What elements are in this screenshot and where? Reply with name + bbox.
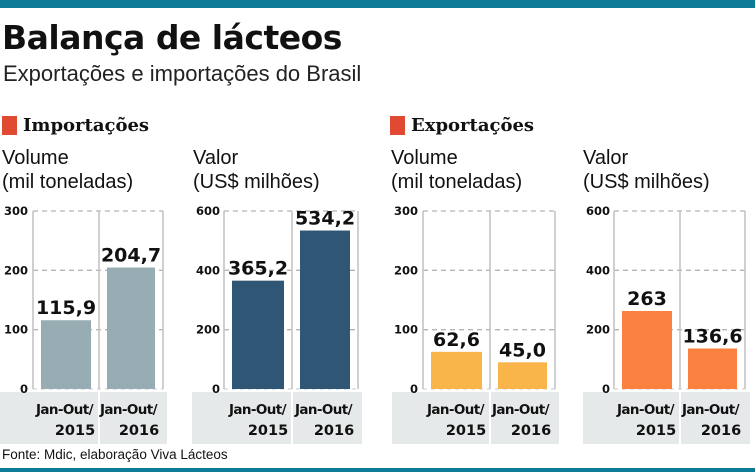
y-tick-label: 100 (4, 323, 28, 337)
y-tick-label: 0 (410, 382, 418, 396)
panel-heading-export-volume: Volume (mil toneladas) (391, 146, 522, 194)
bottom-accent-bar (0, 468, 755, 472)
panel-heading-import-value: Valor (US$ milhões) (193, 146, 320, 194)
panel-heading-export-value: Valor (US$ milhões) (583, 146, 710, 194)
panel-title: Valor (583, 147, 629, 169)
chart-subtitle: Exportações e importações do Brasil (3, 61, 362, 86)
panel-title: Volume (391, 147, 458, 169)
x-tick-label: Jan-Out/ (616, 402, 675, 418)
y-tick-label: 600 (586, 204, 610, 218)
x-tick-label: 2015 (55, 423, 95, 439)
bar-value-label: 115,9 (36, 297, 96, 319)
panel-unit: (US$ milhões) (583, 171, 710, 193)
x-tick-label: 2016 (701, 423, 741, 439)
section-marker-icon (390, 115, 405, 135)
bar-value-label: 534,2 (295, 208, 355, 230)
section-importacoes: Importações (2, 113, 149, 137)
bar (300, 230, 350, 389)
panel-heading-import-volume: Volume (mil toneladas) (2, 146, 133, 194)
category-band-cell (0, 392, 98, 444)
y-tick-label: 200 (394, 263, 418, 277)
x-tick-label: Jan-Out/ (294, 402, 353, 418)
x-tick-label: 2015 (636, 423, 676, 439)
bar-value-label: 263 (627, 288, 667, 310)
bar-value-label: 204,7 (101, 245, 161, 267)
chart-export-value: 0 200 400 600 263 Jan-Out/2015 136,6 Jan-Out/20… (583, 204, 750, 444)
category-band-cell (491, 392, 559, 444)
category-band-cell (100, 392, 167, 444)
bar-value-label: 62,6 (433, 329, 480, 351)
section-label: Exportações (411, 114, 535, 136)
x-tick-label: 2016 (119, 423, 159, 439)
chart-import-volume: 0 100 200 300 115,9 Jan-Out/2015 204,7 Jan-Out/… (0, 204, 167, 444)
bar (431, 351, 482, 389)
category-band-cell (192, 392, 291, 444)
x-tick-label: Jan-Out/ (99, 402, 158, 418)
top-accent-bar (0, 0, 755, 8)
y-tick-label: 600 (196, 204, 220, 218)
y-tick-label: 300 (4, 204, 28, 218)
category-band-cell (583, 392, 679, 444)
panel-unit: (mil toneladas) (2, 171, 134, 193)
x-tick-label: 2015 (248, 423, 288, 439)
chart-import-value: 0 200 400 600 365,2 Jan-Out/2015 534,2 Jan-Out/… (192, 204, 362, 444)
category-band-cell (392, 392, 489, 444)
x-tick-label: Jan-Out/ (681, 402, 740, 418)
section-marker-icon (2, 115, 17, 135)
bar (107, 267, 155, 389)
bar-value-label: 365,2 (228, 258, 288, 280)
y-tick-label: 200 (586, 323, 610, 337)
bar (41, 320, 91, 389)
y-tick-label: 0 (602, 382, 610, 396)
category-band-cell (681, 392, 750, 444)
x-tick-label: 2015 (446, 423, 486, 439)
bar (622, 310, 672, 389)
x-tick-label: Jan-Out/ (426, 402, 485, 418)
y-tick-label: 200 (4, 263, 28, 277)
y-tick-label: 0 (20, 382, 28, 396)
y-tick-label: 400 (196, 263, 220, 277)
x-tick-label: Jan-Out/ (491, 402, 550, 418)
y-tick-label: 100 (394, 323, 418, 337)
y-tick-label: 0 (212, 382, 220, 396)
x-tick-label: Jan-Out/ (228, 402, 287, 418)
x-tick-label: 2016 (511, 423, 551, 439)
panel-unit: (mil toneladas) (391, 171, 523, 193)
y-tick-label: 300 (394, 204, 418, 218)
bar (498, 362, 547, 389)
bar (688, 348, 737, 389)
category-band-cell (293, 392, 362, 444)
bar-value-label: 45,0 (499, 339, 546, 361)
panel-title: Volume (2, 147, 69, 169)
section-label: Importações (23, 114, 150, 136)
y-tick-label: 400 (586, 263, 610, 277)
panel-title: Valor (193, 147, 239, 169)
source-note: Fonte: Mdic, elaboração Viva Lácteos (2, 447, 228, 462)
chart-title: Balança de lácteos (2, 18, 342, 57)
section-exportacoes: Exportações (390, 113, 534, 137)
chart-export-volume: 0 100 200 300 62,6 Jan-Out/2015 45,0 Jan-Out/20… (392, 204, 559, 444)
bar-value-label: 136,6 (682, 325, 742, 347)
x-tick-label: 2016 (314, 423, 354, 439)
bar (232, 280, 284, 389)
x-tick-label: Jan-Out/ (35, 402, 94, 418)
panel-unit: (US$ milhões) (193, 171, 320, 193)
y-tick-label: 200 (196, 323, 220, 337)
